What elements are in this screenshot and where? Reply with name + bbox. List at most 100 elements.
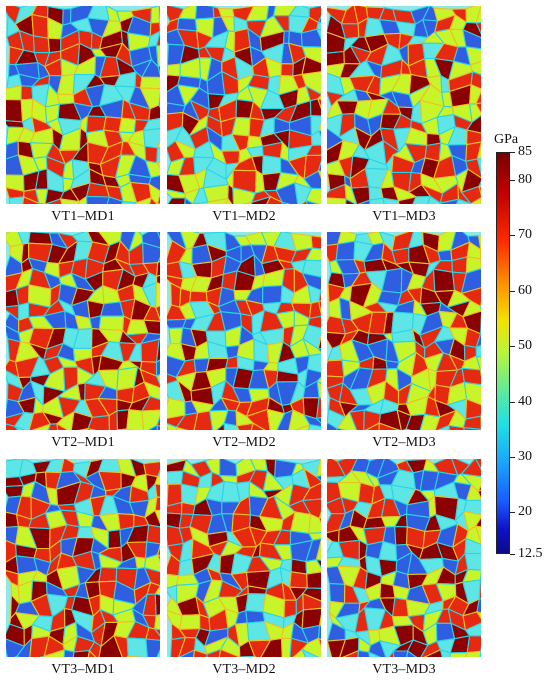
grain: [219, 636, 241, 657]
grain: [142, 117, 160, 131]
grain: [206, 648, 222, 657]
grain: [310, 130, 321, 146]
grain: [466, 114, 481, 134]
colorbar-tick-label: 30: [518, 449, 532, 464]
grain-map-svg: [6, 232, 160, 430]
grain: [144, 160, 160, 179]
grain: [139, 368, 160, 389]
grain: [427, 195, 442, 204]
grain: [193, 410, 214, 430]
grain: [327, 529, 340, 544]
grain: [480, 199, 481, 204]
grain: [125, 428, 134, 430]
caption-vt3-md3: VT3–MD3: [372, 662, 436, 677]
grain: [462, 611, 481, 631]
grain: [301, 259, 321, 278]
grain: [315, 459, 321, 478]
grain: [154, 496, 160, 512]
grain: [335, 240, 356, 261]
grain: [192, 201, 209, 204]
grain: [156, 415, 160, 427]
grain: [155, 338, 160, 364]
grain: [436, 424, 451, 430]
grain: [303, 414, 321, 428]
grain: [147, 424, 159, 430]
grain: [301, 482, 321, 502]
grain: [357, 649, 371, 657]
grain: [158, 92, 160, 106]
grain: [219, 459, 238, 477]
grain: [318, 517, 321, 525]
grain: [167, 197, 187, 204]
grain: [266, 196, 283, 204]
grain: [301, 71, 321, 95]
grain: [479, 571, 481, 581]
grain: [154, 483, 160, 498]
grain: [60, 459, 75, 474]
grain: [475, 332, 481, 349]
grain: [305, 144, 321, 157]
grain: [158, 21, 160, 32]
grain: [462, 21, 481, 39]
grain-map-svg: [327, 459, 481, 657]
grain: [479, 650, 481, 657]
colorbar-unit-label: GPa: [494, 132, 519, 147]
colorbar-tick: [510, 402, 515, 403]
grain: [155, 45, 160, 68]
grain: [154, 614, 160, 631]
grain: [315, 559, 321, 569]
grain: [308, 300, 321, 320]
grain: [27, 232, 53, 245]
grain: [368, 640, 387, 657]
grain: [477, 235, 481, 251]
grain: [474, 525, 481, 545]
grain: [463, 499, 481, 516]
grain: [87, 649, 97, 657]
grain: [142, 305, 160, 322]
grain: [280, 63, 294, 77]
grain: [116, 428, 128, 430]
grain: [175, 412, 199, 430]
grain: [140, 58, 160, 79]
grain: [145, 638, 160, 657]
grain: [406, 639, 429, 657]
colorbar-tick-label: 80: [518, 172, 532, 187]
grain: [156, 191, 160, 204]
grain: [260, 637, 283, 657]
grain: [464, 552, 481, 571]
grain: [56, 410, 75, 430]
caption-vt3-md1: VT3–MD1: [51, 662, 115, 677]
colorbar-tick: [510, 512, 515, 513]
caption-vt2-md1: VT2–MD1: [51, 435, 115, 450]
grain: [170, 636, 187, 657]
grain-map-svg: [167, 6, 321, 204]
grain: [20, 85, 34, 101]
grain-map-svg: [6, 459, 160, 657]
grain: [462, 415, 481, 430]
colorbar-tick-label: 70: [518, 227, 532, 242]
grain: [59, 198, 80, 204]
grain: [127, 655, 146, 657]
grain: [317, 637, 321, 650]
grain: [157, 65, 160, 77]
grain: [406, 650, 418, 657]
grain-map-vt2-md1: [6, 232, 160, 430]
grain: [460, 268, 481, 295]
grain-map-vt3-md1: [6, 459, 160, 657]
grain: [439, 648, 451, 657]
grain: [34, 188, 49, 204]
grain: [8, 196, 25, 204]
grain: [345, 198, 357, 204]
grain: [47, 37, 62, 54]
grain-map-vt3-md3: [327, 459, 481, 657]
colorbar-tick: [510, 346, 515, 347]
grain: [316, 380, 321, 399]
colorbar-tick: [510, 291, 515, 292]
grain-map-svg: [167, 232, 321, 430]
grain-map-vt2-md2: [167, 232, 321, 430]
grain: [302, 592, 321, 611]
caption-vt3-md2: VT3–MD2: [212, 662, 276, 677]
grain: [316, 376, 321, 385]
grain: [275, 182, 299, 204]
grain: [245, 408, 271, 430]
